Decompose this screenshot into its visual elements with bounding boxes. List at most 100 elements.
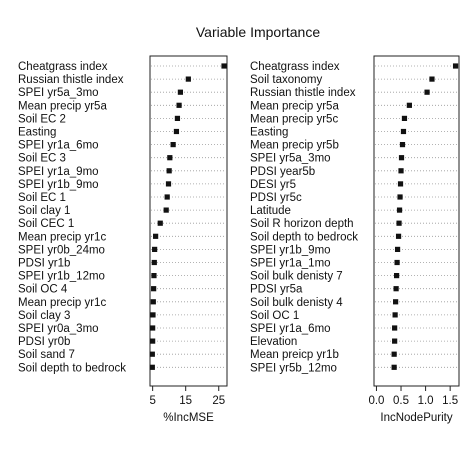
purity-importance-point <box>395 233 402 239</box>
purity-variable-label: Soil depth to bedrock <box>250 231 358 243</box>
purity-variable-label: Soil R horizon depth <box>250 218 354 230</box>
purity-variable-label: PDSI yr5c <box>250 192 302 204</box>
purity-variable-label: SPEI yr1a_6mo <box>250 323 331 335</box>
purity-variable-label: Elevation <box>250 336 297 348</box>
purity-importance-point <box>406 102 412 108</box>
mse-importance-point <box>176 102 182 108</box>
mse-variable-label: PDSI yr1b <box>18 258 70 270</box>
purity-x-tick-label: 1.0 <box>418 395 434 407</box>
purity-importance-point <box>392 325 398 331</box>
purity-variable-label: SPEI yr1a_1mo <box>250 258 331 270</box>
mse-importance-point <box>150 312 156 318</box>
purity-importance-point <box>394 259 400 266</box>
mse-variable-label: SPEI yr0b_24mo <box>18 244 105 256</box>
purity-importance-point <box>398 155 405 161</box>
purity-importance-point <box>397 181 404 187</box>
purity-variable-label: SPEI yr5a_3mo <box>250 153 331 165</box>
purity-axis-title: IncNodePurity <box>380 412 452 424</box>
purity-importance-point <box>392 312 398 318</box>
purity-variable-label: SPEI yr5b_12mo <box>250 362 337 374</box>
mse-importance-point <box>185 76 191 82</box>
mse-importance-point <box>152 246 158 252</box>
purity-variable-label: PDSI year5b <box>250 166 315 178</box>
mse-importance-point <box>170 142 176 148</box>
mse-variable-label: Soil clay 1 <box>18 205 70 217</box>
purity-variable-label: SPEI yr1b_9mo <box>250 244 331 256</box>
mse-importance-point <box>151 259 157 266</box>
mse-importance-point <box>167 155 173 161</box>
mse-variable-label: Cheatgrass index <box>18 61 108 73</box>
mse-importance-point <box>165 181 172 187</box>
mse-variable-label: Soil sand 7 <box>18 349 75 361</box>
mse-importance-point <box>149 351 155 357</box>
purity-importance-point <box>401 115 408 121</box>
purity-importance-point <box>429 76 435 82</box>
purity-variable-label: Mean preicp yr1b <box>250 349 339 361</box>
mse-importance-point <box>153 233 159 239</box>
mse-x-tick-label: 5 <box>149 395 155 407</box>
purity-variable-label: Mean precip yr5b <box>250 140 339 152</box>
mse-variable-label: SPEI yr1b_9mo <box>18 179 99 191</box>
mse-variable-label: Soil OC 4 <box>18 284 68 296</box>
purity-importance-point <box>393 299 399 305</box>
mse-importance-point <box>166 168 172 174</box>
mse-importance-point <box>150 299 156 305</box>
purity-importance-point <box>399 142 406 148</box>
purity-importance-point <box>398 168 404 174</box>
mse-importance-point <box>150 325 156 331</box>
mse-importance-point <box>151 273 157 279</box>
purity-variable-label: Cheatgrass index <box>250 61 340 73</box>
mse-variable-label: Soil clay 3 <box>18 310 70 322</box>
mse-importance-point <box>150 338 156 344</box>
mse-x-tick-label: 15 <box>179 395 192 407</box>
mse-importance-point <box>177 89 184 95</box>
mse-variable-label: Russian thistle index <box>18 74 124 86</box>
purity-importance-point <box>393 286 399 292</box>
purity-variable-label: DESI yr5 <box>250 179 296 191</box>
mse-importance-point <box>174 115 181 121</box>
purity-variable-label: PDSI yr5a <box>250 284 303 296</box>
mse-importance-point <box>164 194 170 200</box>
purity-variable-label: Easting <box>250 127 288 139</box>
purity-importance-point <box>394 273 400 279</box>
purity-variable-label: Soil bulk denisty 7 <box>250 271 343 283</box>
mse-variable-label: SPEI yr0a_3mo <box>18 323 99 335</box>
mse-variable-label: SPEI yr1b_12mo <box>18 271 105 283</box>
mse-variable-label: Soil EC 3 <box>18 153 66 165</box>
mse-importance-point <box>173 128 180 135</box>
mse-importance-point <box>163 207 169 213</box>
mse-x-tick-label: 25 <box>212 395 225 407</box>
mse-variable-label: SPEI yr1a_9mo <box>18 166 99 178</box>
purity-x-tick-label: 0.0 <box>368 395 384 407</box>
purity-importance-point <box>396 220 402 226</box>
mse-variable-label: Easting <box>18 127 56 139</box>
mse-variable-label: Mean precip yr1c <box>18 297 106 309</box>
purity-variable-label: Mean precip yr5c <box>250 113 338 125</box>
purity-importance-point <box>391 351 397 357</box>
purity-variable-label: Mean precip yr5a <box>250 100 339 112</box>
purity-variable-label: Latitude <box>250 205 291 217</box>
purity-importance-point <box>391 364 397 370</box>
purity-importance-point <box>392 338 398 344</box>
purity-variable-label: Soil OC 1 <box>250 310 299 322</box>
purity-importance-point <box>424 89 430 95</box>
mse-importance-point <box>157 220 163 226</box>
purity-variable-label: Soil bulk denisty 4 <box>250 297 343 309</box>
mse-importance-point <box>221 63 227 69</box>
mse-variable-label: Mean precip yr5a <box>18 100 107 112</box>
purity-importance-point <box>400 128 407 135</box>
purity-importance-point <box>394 246 401 252</box>
purity-importance-point <box>397 194 403 200</box>
purity-variable-label: Russian thistle index <box>250 87 356 99</box>
purity-variable-label: Soil taxonomy <box>250 74 322 86</box>
right-panel-frame <box>373 55 460 387</box>
mse-variable-label: PDSI yr0b <box>18 336 70 348</box>
mse-variable-label: Mean precip yr1c <box>18 231 106 243</box>
mse-variable-label: Soil EC 1 <box>18 192 66 204</box>
mse-importance-point <box>149 364 155 370</box>
mse-importance-point <box>151 286 157 292</box>
mse-variable-label: Soil EC 2 <box>18 113 66 125</box>
